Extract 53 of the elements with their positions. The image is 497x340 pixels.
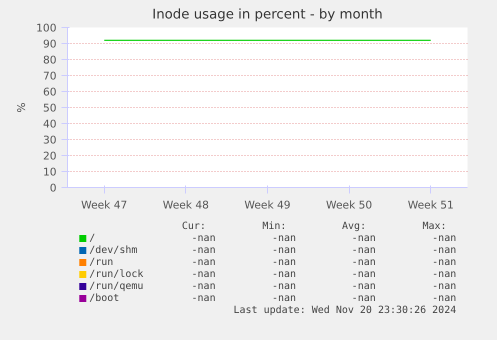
text: -nan bbox=[352, 293, 376, 304]
y-axis-title: % bbox=[15, 102, 28, 113]
y-tick-label: 40 bbox=[42, 118, 57, 130]
text: -nan bbox=[432, 245, 456, 256]
text: -nan bbox=[272, 269, 296, 280]
x-tick-label: Week 50 bbox=[326, 198, 372, 212]
text: -nan bbox=[272, 245, 296, 256]
text: -nan bbox=[432, 257, 456, 268]
text: -nan bbox=[192, 257, 216, 268]
text: -nan bbox=[352, 281, 376, 292]
text: -nan bbox=[352, 245, 376, 256]
y-tick-label: 100 bbox=[36, 22, 57, 34]
legend-label: / bbox=[89, 233, 96, 244]
legend-label: /boot bbox=[89, 293, 120, 304]
y-tick-label: 10 bbox=[42, 166, 57, 178]
y-tick-label: 70 bbox=[42, 70, 57, 82]
text: -nan bbox=[432, 269, 456, 280]
text: -nan bbox=[192, 293, 216, 304]
text: Max: bbox=[422, 221, 447, 232]
text: -nan bbox=[432, 233, 456, 244]
x-tick-label: Week 48 bbox=[162, 198, 210, 212]
y-tick-label: 80 bbox=[42, 54, 57, 66]
text: -nan bbox=[272, 293, 296, 304]
text: Min: bbox=[262, 221, 286, 232]
text: -nan bbox=[192, 269, 216, 280]
chart-title: Inode usage in percent - by month bbox=[152, 8, 383, 22]
legend-label: /run bbox=[89, 257, 114, 268]
y-tick-label: 0 bbox=[50, 182, 57, 194]
x-tick-label: Week 47 bbox=[81, 198, 128, 212]
text: Last update: Wed Nov 20 23:30:26 2024 bbox=[233, 305, 456, 316]
legend-label: /dev/shm bbox=[89, 245, 138, 256]
text: -nan bbox=[192, 233, 216, 244]
x-tick-label: Week 49 bbox=[244, 198, 291, 212]
text: -nan bbox=[432, 281, 456, 292]
y-tick-label: 30 bbox=[42, 134, 57, 146]
text: -nan bbox=[192, 281, 216, 292]
text: -nan bbox=[352, 233, 376, 244]
x-tick-label: Week 51 bbox=[408, 198, 454, 212]
text: -nan bbox=[272, 233, 296, 244]
text: -nan bbox=[272, 257, 296, 268]
y-tick-label: 90 bbox=[42, 38, 57, 50]
text: Avg: bbox=[342, 221, 366, 232]
y-tick-label: 20 bbox=[42, 150, 57, 162]
text: -nan bbox=[192, 245, 216, 256]
text: -nan bbox=[352, 257, 376, 268]
legend-label: /run/lock bbox=[89, 269, 144, 280]
text: -nan bbox=[352, 269, 376, 280]
text: -nan bbox=[272, 281, 296, 292]
text: -nan bbox=[432, 293, 456, 304]
y-tick-label: 50 bbox=[42, 102, 57, 114]
legend-label: /run/qemu bbox=[89, 281, 144, 292]
text: Cur: bbox=[182, 221, 206, 232]
y-tick-label: 60 bbox=[42, 86, 57, 98]
